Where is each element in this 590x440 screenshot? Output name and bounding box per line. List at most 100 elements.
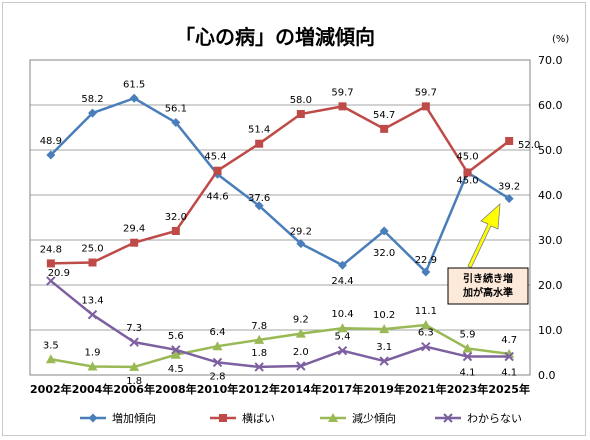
data-label: 39.2 xyxy=(498,182,520,193)
x-tick-label: 2002年 xyxy=(30,382,72,396)
data-point xyxy=(337,323,348,333)
data-label: 32.0 xyxy=(373,248,395,259)
data-point xyxy=(129,361,140,371)
legend-label: 横ばい xyxy=(242,411,275,425)
data-point xyxy=(46,276,56,286)
data-label: 1.9 xyxy=(85,347,101,358)
y-axis-unit: (%) xyxy=(552,34,569,45)
data-label: 2.0 xyxy=(293,347,309,358)
annotation-text: 引き続き増 xyxy=(463,272,513,285)
y-tick-label: 30.0 xyxy=(538,234,563,247)
legend-label: 増加傾向 xyxy=(112,411,156,425)
legend-label: 減少傾向 xyxy=(352,411,396,425)
data-point xyxy=(170,349,181,359)
data-label: 4.5 xyxy=(168,364,184,375)
legend-entry: わからない xyxy=(435,412,522,425)
data-point xyxy=(338,102,347,111)
data-point xyxy=(421,267,431,277)
data-label: 5.6 xyxy=(168,331,184,342)
y-tick-label: 40.0 xyxy=(538,189,563,202)
data-label: 45.0 xyxy=(456,152,478,163)
x-tick-label: 2014年 xyxy=(280,382,322,396)
data-point xyxy=(255,139,264,148)
data-point xyxy=(87,361,98,371)
data-point xyxy=(337,345,348,356)
data-point xyxy=(45,354,56,364)
data-point xyxy=(129,93,139,103)
legend-entry: 増加傾向 xyxy=(80,411,156,425)
data-label: 13.4 xyxy=(81,296,103,307)
x-tick-label: 2008年 xyxy=(155,382,197,396)
chart-title: 「心の病」の増減傾向 xyxy=(175,25,375,49)
x-tick-label: 2012年 xyxy=(238,382,280,396)
plot-area xyxy=(29,59,531,376)
legend-entry: 横ばい xyxy=(210,411,275,425)
chart-frame xyxy=(2,2,586,436)
data-point xyxy=(504,351,514,362)
data-point xyxy=(46,150,56,160)
data-label: 32.0 xyxy=(165,212,187,223)
data-label: 5.4 xyxy=(335,332,351,343)
x-tick-label: 2010年 xyxy=(197,382,239,396)
data-point xyxy=(296,239,306,249)
data-point xyxy=(296,110,305,118)
series-line-2 xyxy=(50,104,510,265)
data-label: 29.4 xyxy=(123,224,145,235)
data-point xyxy=(171,118,181,128)
legend-entry: 減少傾向 xyxy=(320,411,396,425)
series-line-4 xyxy=(50,279,510,369)
data-label: 51.4 xyxy=(248,125,270,136)
data-label: 37.6 xyxy=(248,193,270,204)
legend-marker xyxy=(443,413,453,423)
data-point xyxy=(213,166,222,175)
annotation-text: 加が高水準 xyxy=(462,286,513,299)
data-point xyxy=(88,258,97,267)
data-label: 58.0 xyxy=(290,95,312,106)
data-label: 4.1 xyxy=(501,368,517,379)
data-label: 25.0 xyxy=(81,244,103,255)
data-label: 7.3 xyxy=(126,323,142,334)
series-line-1 xyxy=(49,96,510,275)
annotation-arrow xyxy=(467,203,501,269)
data-label: 20.9 xyxy=(48,268,70,279)
data-point xyxy=(130,238,139,247)
data-point xyxy=(254,362,264,372)
data-label: 1.8 xyxy=(251,348,267,359)
data-label: 44.6 xyxy=(206,191,228,202)
data-point xyxy=(129,337,139,347)
data-point xyxy=(295,328,306,338)
data-point xyxy=(212,357,223,368)
legend-marker xyxy=(88,413,98,423)
data-label: 45.4 xyxy=(204,152,226,163)
y-tick-label: 10.0 xyxy=(538,324,563,337)
data-point xyxy=(380,124,389,133)
data-label: 4.1 xyxy=(460,368,476,379)
data-label: 45.0 xyxy=(456,176,478,187)
data-point xyxy=(212,341,223,351)
data-point xyxy=(504,194,514,204)
data-point xyxy=(171,227,180,235)
data-label: 52.0 xyxy=(518,140,540,151)
y-tick-label: 0.0 xyxy=(538,369,556,382)
data-point xyxy=(421,102,430,111)
data-label: 56.1 xyxy=(165,104,187,115)
y-tick-label: 60.0 xyxy=(538,99,563,112)
data-point xyxy=(462,351,473,362)
data-point xyxy=(254,334,265,344)
data-point xyxy=(421,341,431,352)
x-tick-label: 2019年 xyxy=(363,382,405,396)
data-label: 29.2 xyxy=(290,227,312,238)
y-tick-label: 50.0 xyxy=(538,144,563,157)
data-label: 24.8 xyxy=(40,244,62,255)
data-label: 22.9 xyxy=(415,255,437,266)
data-point xyxy=(379,356,389,366)
data-label: 4.7 xyxy=(501,335,517,346)
data-label: 24.4 xyxy=(331,276,353,287)
data-label: 9.2 xyxy=(293,315,309,326)
data-point xyxy=(462,343,473,353)
data-label: 1.8 xyxy=(126,376,142,387)
data-point xyxy=(463,168,472,177)
data-point xyxy=(87,309,98,320)
legend-marker xyxy=(219,414,227,422)
